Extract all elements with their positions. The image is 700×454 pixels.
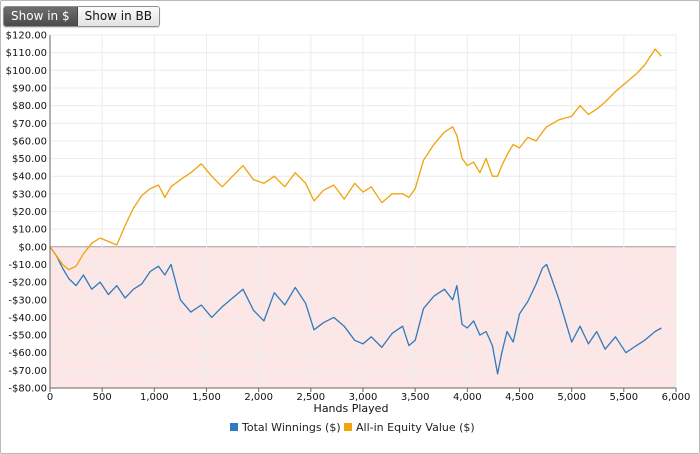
x-tick-label: 3,500 — [401, 392, 430, 403]
y-tick-label: $60.00 — [12, 136, 47, 147]
y-tick-label: -$80.00 — [8, 384, 47, 395]
y-tick-label: $40.00 — [12, 172, 47, 183]
legend-swatch-1 — [344, 423, 352, 431]
y-tick-label: $100.00 — [6, 66, 47, 77]
legend-swatch-0 — [230, 423, 238, 431]
x-tick-label: 4,000 — [453, 392, 482, 403]
x-tick-label: 3,000 — [349, 392, 378, 403]
show-in-bb-button[interactable]: Show in BB — [77, 7, 160, 26]
x-tick-label: 2,000 — [244, 392, 273, 403]
y-tick-label: $30.00 — [12, 189, 47, 200]
x-tick-label: 1,000 — [140, 392, 169, 403]
unit-toggle: Show in $ Show in BB — [3, 6, 161, 27]
x-tick-label: 5,000 — [557, 392, 586, 403]
y-tick-label: $90.00 — [12, 83, 47, 94]
y-tick-label: -$50.00 — [8, 331, 47, 342]
show-in-dollars-button[interactable]: Show in $ — [4, 7, 78, 26]
y-tick-label: $50.00 — [12, 154, 47, 165]
y-tick-label: $70.00 — [12, 119, 47, 130]
x-tick-label: 1,500 — [192, 392, 221, 403]
series-line-0 — [49, 246, 662, 375]
y-tick-label: $0.00 — [18, 242, 47, 253]
y-tick-label: -$10.00 — [8, 260, 47, 271]
y-tick-label: -$60.00 — [8, 348, 47, 359]
y-tick-label: -$20.00 — [8, 278, 47, 289]
y-tick-label: $120.00 — [6, 31, 47, 42]
y-tick-label: $10.00 — [12, 225, 47, 236]
y-tick-label: -$70.00 — [8, 366, 47, 377]
x-tick-label: 500 — [93, 392, 112, 403]
y-tick-label: $20.00 — [12, 207, 47, 218]
y-tick-label: -$30.00 — [8, 295, 47, 306]
x-tick-label: 6,000 — [662, 392, 691, 403]
y-tick-label: $80.00 — [12, 101, 47, 112]
x-tick-label: 5,500 — [610, 392, 639, 403]
x-tick-label: 2,500 — [297, 392, 326, 403]
x-axis-title: Hands Played — [314, 402, 389, 415]
legend-label-1: All-in Equity Value ($) — [356, 421, 475, 434]
series-line-1 — [49, 48, 662, 271]
x-tick-label: 0 — [47, 392, 53, 403]
y-tick-label: -$40.00 — [8, 313, 47, 324]
legend-label-0: Total Winnings ($) — [241, 421, 341, 434]
x-tick-label: 4,500 — [505, 392, 534, 403]
y-tick-label: $110.00 — [6, 48, 47, 59]
